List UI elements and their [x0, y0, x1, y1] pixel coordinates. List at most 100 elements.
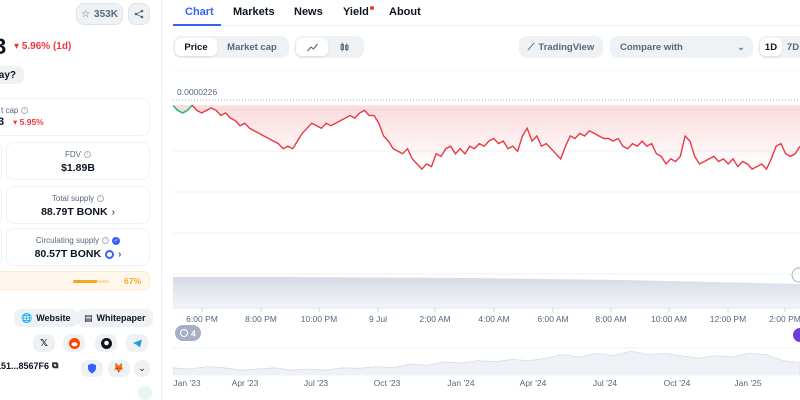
active-tab-underline: [173, 24, 221, 26]
sentiment-pill[interactable]: lay?: [0, 66, 25, 84]
overview-tick-label: Apr '24: [520, 378, 547, 388]
share-icon: [134, 9, 144, 19]
x-icon[interactable]: 𝕏: [33, 334, 55, 352]
website-link[interactable]: 🌐 Website: [14, 309, 78, 327]
price-area: [173, 105, 800, 170]
volume-card-stub: [0, 142, 2, 180]
whitepaper-link[interactable]: ▤ Whitepaper: [77, 309, 153, 327]
tab-markets[interactable]: Markets: [233, 6, 275, 18]
market-cap-toggle[interactable]: Market cap: [227, 41, 277, 53]
price-chart[interactable]: 0.0000226 6:00 PM 8:00 PM 10:00 PM 9 Jul 2:0…: [172, 69, 800, 400]
x-tick-label: 6:00 AM: [537, 314, 568, 324]
chevron-down-icon: ⌄: [737, 41, 745, 53]
chart-icon: ⟋: [527, 41, 535, 53]
price-line-up-segment: [172, 104, 193, 114]
star-icon: ☆: [81, 8, 91, 20]
x-tick-label: 12:00 PM: [710, 314, 746, 324]
fdv-label: FDV i: [7, 143, 149, 159]
tab-news[interactable]: News: [294, 6, 323, 18]
supply-ring-icon: [105, 249, 115, 259]
tab-chart[interactable]: Chart: [185, 6, 214, 18]
market-cap-label: t cap i: [0, 99, 149, 115]
overview-area: [172, 350, 800, 376]
reddit-icon[interactable]: [63, 334, 85, 352]
total-supply-label: Total supply i: [7, 187, 149, 203]
x-tick-label: 9 Jul: [369, 314, 387, 324]
progress-fill: [73, 280, 98, 283]
range-7d[interactable]: 7D: [786, 41, 800, 53]
chart-type-toggle: [294, 36, 364, 58]
info-icon[interactable]: i: [21, 107, 29, 114]
overview-navigator[interactable]: Jan '23 Apr '23 Jul '23 Oct '23 Jan '24 Apr '…: [172, 347, 800, 388]
price-toggle[interactable]: Price: [175, 38, 217, 56]
caret-down-icon: ▾: [14, 41, 20, 52]
overview-axis: Jan '23 Apr '23 Jul '23 Oct '23 Jan '24 Apr '…: [173, 378, 761, 388]
tab-yield[interactable]: Yield: [343, 6, 374, 18]
document-icon: ▤: [84, 312, 93, 323]
price-value: 3: [0, 34, 6, 60]
events-count: 4: [191, 329, 196, 339]
shield-icon[interactable]: [81, 360, 103, 377]
x-tick-label: 10:00 AM: [651, 314, 687, 324]
zoom-icon[interactable]: [791, 267, 800, 283]
circulating-supply-card[interactable]: Circulating supply i ✓ 80.57T BONK ›: [6, 228, 150, 266]
price-change-value: 5.96% (1d): [21, 41, 72, 52]
price-change: ▾ 5.96% (1d): [14, 41, 71, 52]
github-icon[interactable]: [95, 334, 117, 352]
info-icon[interactable]: i: [102, 237, 110, 244]
total-supply-card[interactable]: Total supply i 88.79T BONK ›: [6, 186, 150, 224]
logo-icon: [138, 386, 152, 400]
circulating-supply-label: Circulating supply i ✓: [35, 236, 121, 245]
copy-icon[interactable]: ⧉: [52, 360, 59, 370]
chevron-right-icon: ›: [111, 206, 115, 218]
chevron-down-icon[interactable]: ⌄: [134, 360, 150, 377]
line-chart-icon[interactable]: [296, 38, 328, 56]
compare-dropdown[interactable]: Compare with ⌄: [610, 36, 753, 58]
globe-icon: 🌐: [21, 312, 33, 323]
progress-percent: 67%: [123, 276, 141, 286]
chart-grid: [173, 69, 800, 275]
total-supply-value: 88.79T BONK ›: [41, 206, 115, 218]
tradingview-button[interactable]: ⟋ TradingView: [519, 36, 603, 58]
price-mcap-toggle: Price Market cap: [173, 36, 289, 58]
watchlist-button[interactable]: ☆ 353K: [76, 3, 123, 25]
circulating-supply-value: 80.57T BONK ›: [34, 248, 122, 260]
overview-tick-label: Oct '23: [374, 378, 401, 388]
info-icon[interactable]: i: [84, 151, 91, 158]
range-toggle: 1D 7D: [758, 36, 800, 58]
x-tick-label: 4:00 AM: [478, 314, 509, 324]
overview-tick-label: Apr '23: [232, 378, 259, 388]
events-badge[interactable]: 4: [175, 325, 201, 341]
price-line: [172, 104, 800, 171]
market-cap-change: ▾ 5.95%: [13, 117, 44, 127]
tab-about[interactable]: About: [389, 6, 421, 18]
fdv-value: $1.89B: [61, 162, 95, 174]
candlestick-icon[interactable]: [328, 38, 360, 56]
info-icon[interactable]: i: [97, 195, 105, 202]
x-axis: 6:00 PM 8:00 PM 10:00 PM 9 Jul 2:00 AM 4:00 A…: [186, 308, 800, 324]
supply-progress: 67%: [0, 271, 150, 290]
watchlist-count: 353K: [94, 8, 118, 20]
overview-tick-label: Jul '24: [593, 378, 618, 388]
start-price-label: 0.0000226: [177, 87, 217, 97]
telegram-icon[interactable]: [126, 334, 148, 352]
x-tick-label: 2:00 PM: [769, 314, 800, 324]
new-dot: [369, 6, 374, 10]
metamask-icon[interactable]: 🦊: [108, 360, 130, 377]
live-indicator-icon[interactable]: [793, 328, 800, 342]
overview-tick-label: Jul '23: [304, 378, 329, 388]
progress-track: [73, 280, 109, 283]
overview-tick-label: Jan '25: [734, 378, 761, 388]
contract-address[interactable]: 151...8567F6 ⧉: [0, 360, 59, 371]
fdv-card: FDV i $1.89B: [6, 142, 150, 180]
card-stub: [0, 228, 2, 266]
chevron-right-icon: ›: [118, 248, 122, 260]
range-1d[interactable]: 1D: [760, 38, 782, 56]
x-tick-label: 6:00 PM: [186, 314, 218, 324]
share-button[interactable]: [128, 3, 150, 25]
card-stub: [0, 186, 2, 224]
chart-svg: 0.0000226 6:00 PM 8:00 PM 10:00 PM 9 Jul 2:0…: [172, 69, 800, 388]
coin-tabs: Chart Markets News Yield About: [173, 0, 800, 26]
